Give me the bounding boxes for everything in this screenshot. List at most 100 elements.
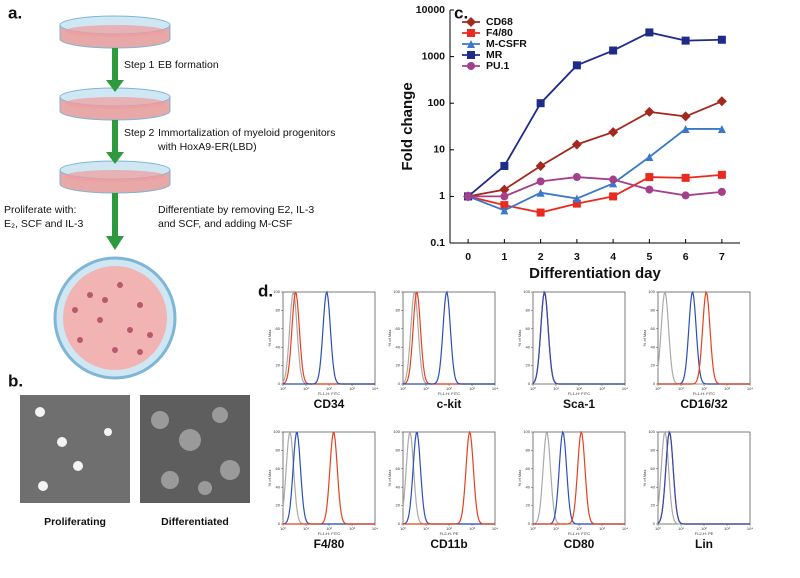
x-tick-label: 10³	[349, 526, 355, 531]
x-tick-label: 10⁴	[747, 526, 753, 531]
marker	[681, 124, 690, 133]
series-line	[467, 100, 723, 198]
x-tick-label: 10⁴	[492, 386, 498, 391]
x-tick-label: 10¹	[423, 386, 429, 391]
marker	[717, 35, 726, 44]
proliferate-text: E₂, SCF and IL-3	[4, 218, 84, 230]
x-tick-label: 10⁴	[372, 526, 378, 531]
y-tick-label: 100	[523, 429, 530, 434]
x-tick-label: 10³	[469, 526, 475, 531]
step-text: with HoxA9-ER(LBD)	[157, 141, 257, 153]
x-axis-title: FL1-H: FITC	[438, 391, 460, 396]
y-axis-title: % of Max	[267, 330, 272, 347]
histogram-title: c-kit	[437, 397, 462, 411]
marker	[717, 124, 726, 133]
y-tick-label: 60	[276, 466, 281, 471]
y-axis-title: % of Max	[517, 330, 522, 347]
marker	[717, 187, 726, 196]
x-tick-label: 4	[610, 251, 616, 263]
y-tick-label: 40	[651, 344, 656, 349]
series-line	[467, 128, 722, 212]
step-text: and SCF, and adding M-CSF	[158, 218, 292, 230]
y-tick-label: 10000	[416, 4, 445, 16]
histogram-title: CD80	[564, 537, 595, 551]
marker	[467, 29, 475, 37]
arrows	[106, 48, 124, 250]
x-tick-label: 1	[501, 251, 507, 263]
y-tick-label: 20	[651, 503, 656, 508]
y-tick-label: 0	[398, 381, 401, 386]
series-line	[468, 176, 722, 198]
x-tick-label: 10³	[349, 386, 355, 391]
marker	[466, 17, 476, 27]
x-tick-label: 10⁰	[400, 386, 406, 391]
x-tick-label: 10⁰	[280, 526, 286, 531]
marker	[609, 46, 618, 55]
x-tick-label: 10²	[576, 526, 582, 531]
y-tick-label: 0	[528, 381, 531, 386]
y-tick-label: 100	[427, 97, 445, 109]
series-line	[467, 31, 722, 198]
histogram-curve	[403, 430, 495, 525]
y-tick-label: 100	[273, 289, 280, 294]
culture-plate	[53, 256, 177, 380]
y-tick-label: 40	[526, 484, 531, 489]
marker	[572, 173, 581, 182]
y-tick-label: 100	[648, 289, 655, 294]
x-tick-label: 10³	[599, 386, 605, 391]
histogram-curve	[403, 290, 495, 385]
x-tick-label: 10⁰	[655, 386, 661, 391]
step-label: Step 2	[124, 127, 155, 139]
dish	[59, 15, 171, 49]
marker	[500, 192, 509, 201]
y-tick-label: 1000	[422, 50, 446, 62]
x-tick-label: 10³	[724, 386, 730, 391]
y-tick-label: 80	[526, 447, 531, 452]
x-tick-label: 10⁰	[280, 386, 286, 391]
x-tick-label: 10²	[326, 386, 332, 391]
x-tick-label: 5	[646, 251, 652, 263]
marker	[499, 184, 510, 195]
step-text: Immortalization of myeloid progenitors	[158, 127, 335, 139]
x-tick-label: 3	[574, 251, 580, 263]
legend-label: PU.1	[486, 60, 510, 72]
x-tick-label: 10³	[469, 386, 475, 391]
y-tick-label: 100	[523, 289, 530, 294]
marker	[572, 61, 581, 70]
y-tick-label: 40	[276, 344, 281, 349]
y-tick-label: 40	[651, 484, 656, 489]
y-tick-label: 100	[393, 429, 400, 434]
x-tick-label: 10³	[599, 526, 605, 531]
proliferate-text: Proliferate with:	[4, 204, 76, 216]
y-axis-title: % of Max	[267, 470, 272, 487]
marker	[500, 206, 509, 215]
x-tick-label: 10⁰	[655, 526, 661, 531]
y-tick-label: 40	[396, 344, 401, 349]
y-tick-label: 20	[526, 363, 531, 368]
y-axis-title: % of Max	[517, 470, 522, 487]
x-axis-title: FL1-H: FITC	[568, 531, 590, 536]
marker	[467, 40, 475, 48]
marker	[467, 51, 475, 59]
marker	[500, 161, 509, 170]
x-tick-label: 10²	[446, 526, 452, 531]
y-tick-label: 0	[278, 521, 281, 526]
histogram-curve	[283, 432, 375, 525]
x-tick-label: 10¹	[678, 526, 684, 531]
y-tick-label: 60	[396, 326, 401, 331]
histogram-curve	[532, 290, 625, 385]
series-line	[467, 173, 722, 214]
y-tick-label: 80	[526, 307, 531, 312]
marker	[717, 170, 726, 179]
marker	[681, 173, 690, 182]
histogram-curve	[283, 290, 375, 385]
image-caption: Proliferating	[44, 516, 106, 528]
histogram-title: Sca-1	[563, 397, 595, 411]
step-text: EB formation	[158, 59, 219, 71]
step-text: Differentiate by removing E2, IL-3	[158, 204, 314, 216]
marker	[680, 111, 691, 122]
y-axis-title: Fold change	[399, 82, 416, 170]
histogram-curve	[658, 290, 750, 385]
y-tick-label: 40	[526, 344, 531, 349]
y-tick-label: 10	[433, 144, 445, 156]
